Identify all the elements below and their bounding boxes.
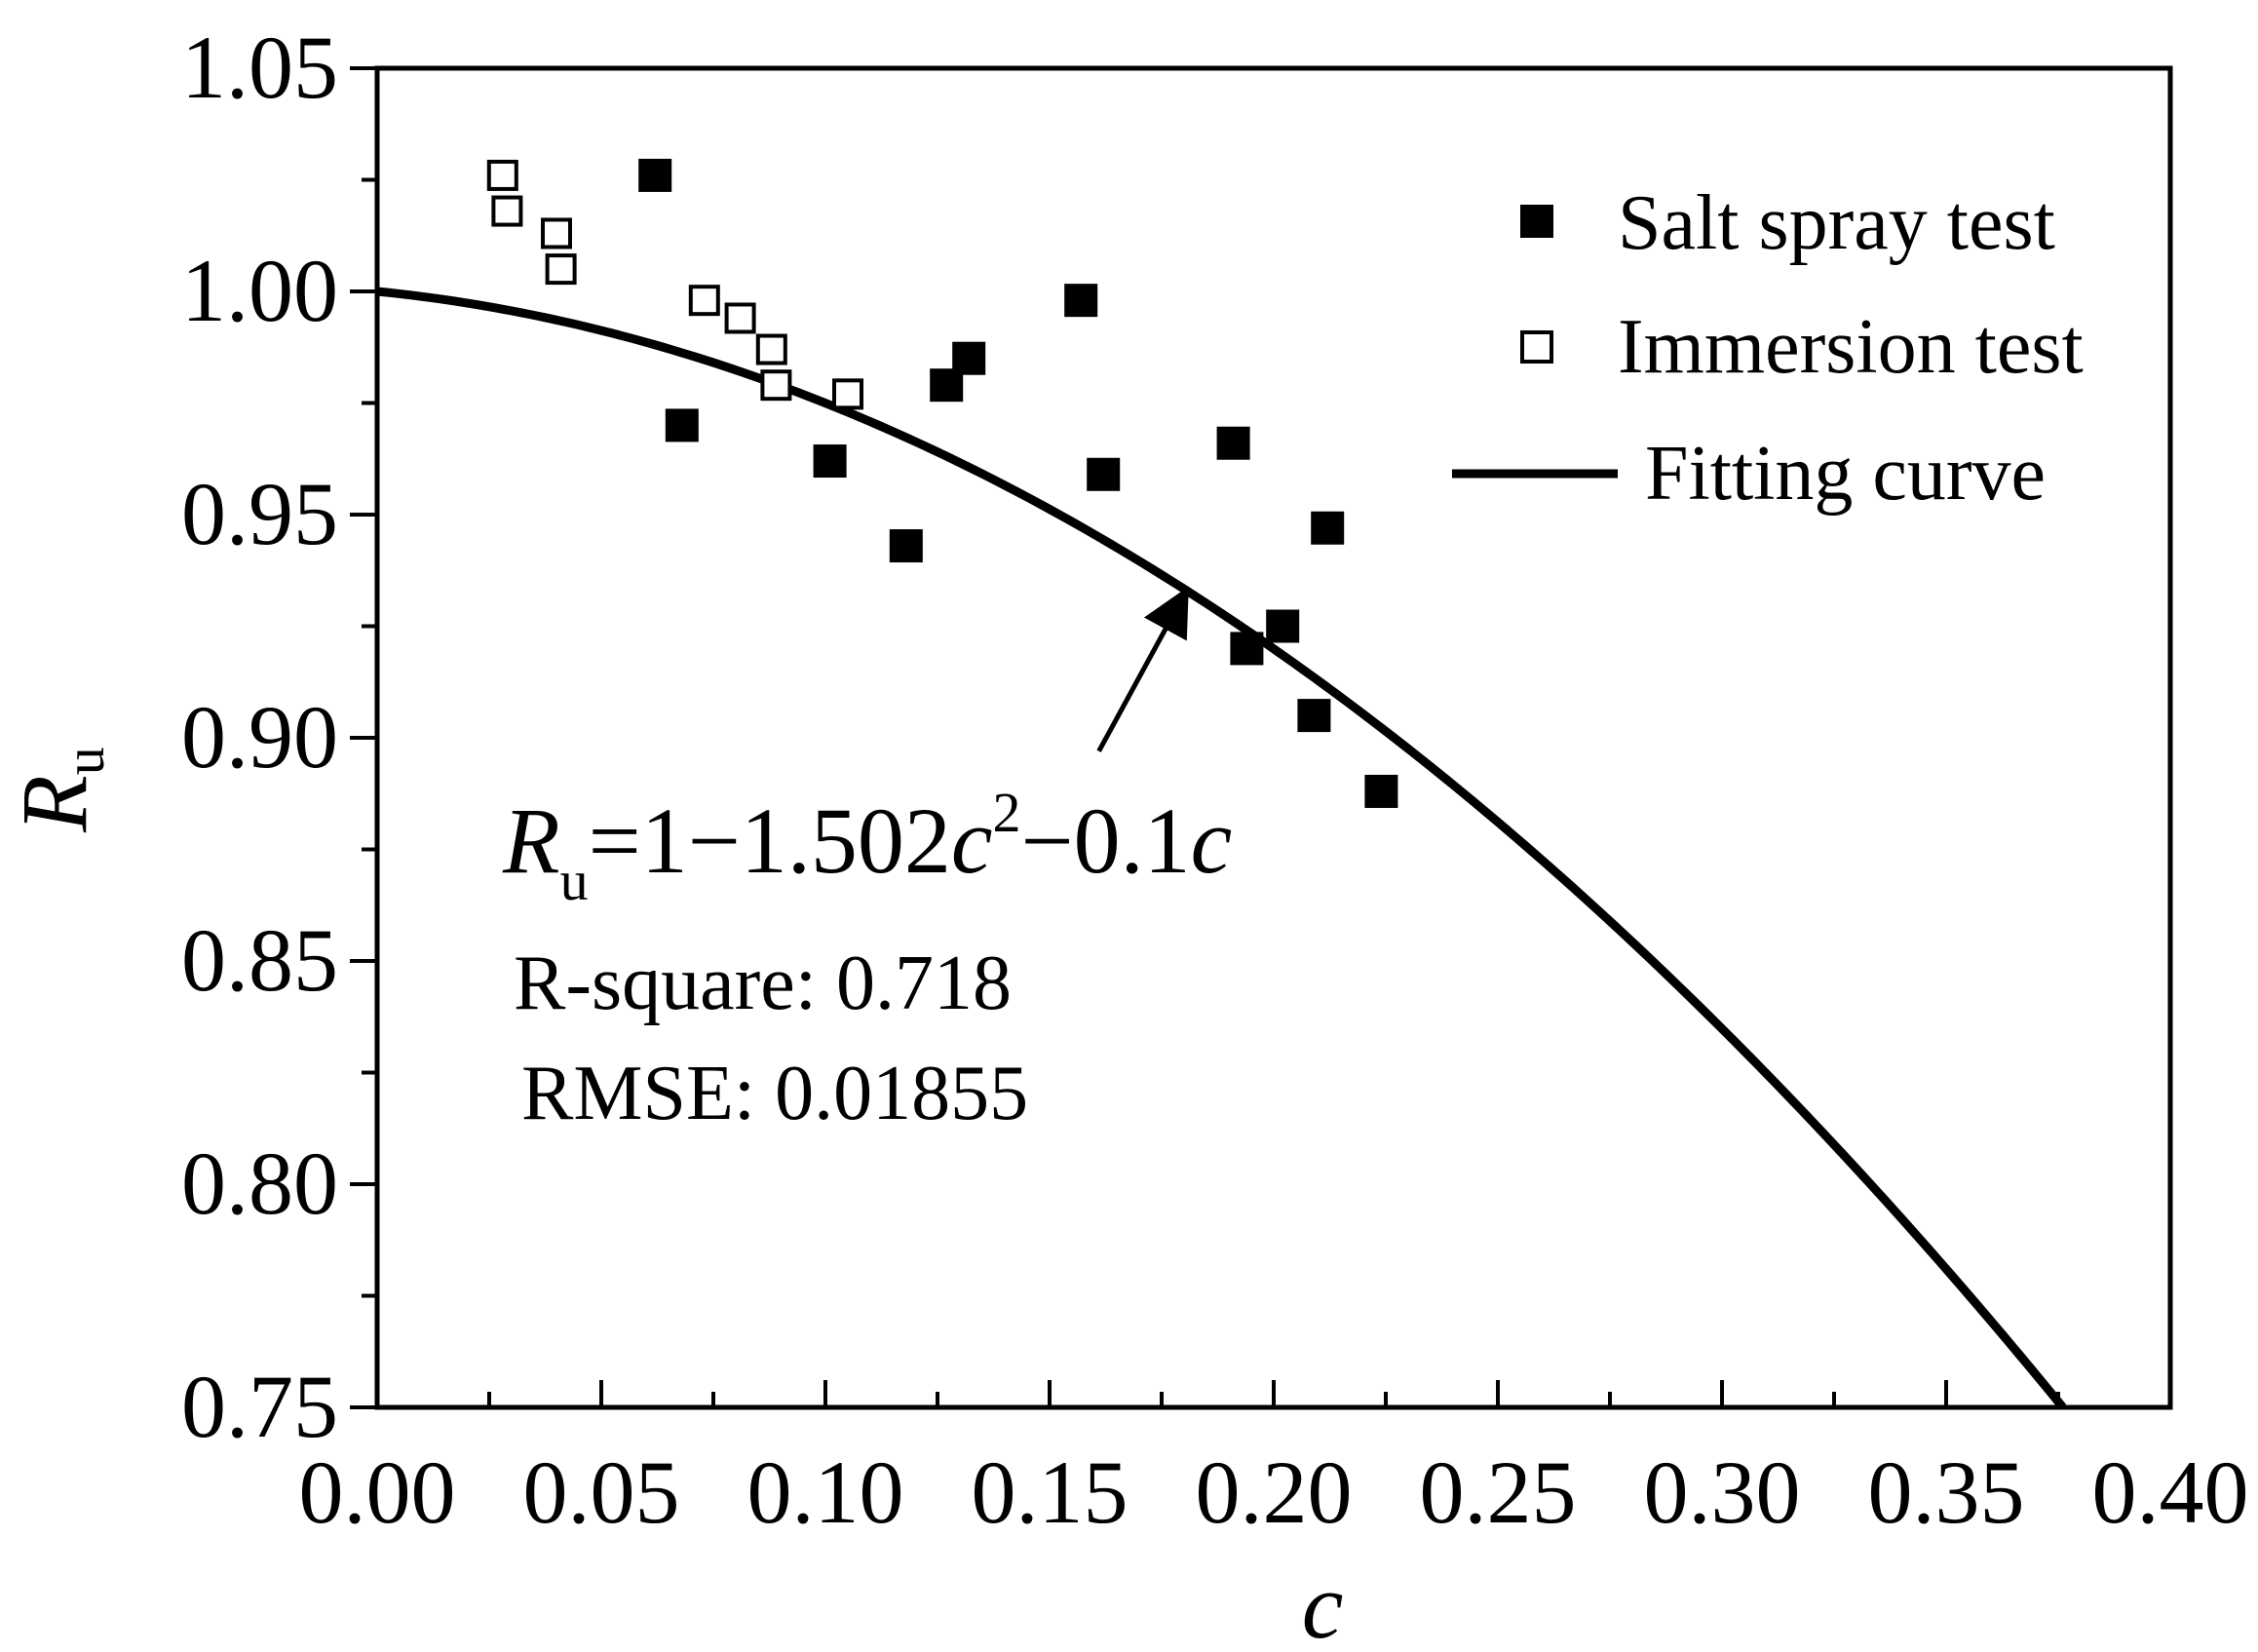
plot-area-frame bbox=[374, 65, 2173, 1410]
salt-spray-point bbox=[1311, 511, 1345, 545]
equation-var1: c bbox=[951, 788, 993, 893]
salt-spray-point bbox=[1266, 609, 1300, 643]
salt-spray-point bbox=[1087, 457, 1121, 491]
x-tick-label: 0.35 bbox=[1868, 1442, 2025, 1542]
salt-spray-point bbox=[1216, 426, 1250, 460]
legend-label-immersion: Immersion test bbox=[1618, 304, 2084, 390]
salt-spray-point bbox=[638, 158, 672, 192]
immersion-point bbox=[545, 253, 577, 286]
x-tick-label: 0.30 bbox=[1644, 1442, 1801, 1542]
equation-var2: c bbox=[1191, 788, 1233, 893]
y-axis-title: Ru bbox=[2, 747, 116, 833]
salt-spray-point bbox=[1364, 774, 1398, 808]
legend-marker-salt-spray bbox=[1520, 205, 1553, 238]
legend-label-salt-spray: Salt spray test bbox=[1618, 180, 2055, 266]
x-axis-title: c bbox=[1302, 1554, 1344, 1652]
immersion-point bbox=[491, 195, 523, 227]
x-tick-label: 0.40 bbox=[2092, 1442, 2249, 1542]
x-tick-label: 0.20 bbox=[1196, 1442, 1353, 1542]
y-tick-label: 0.80 bbox=[181, 1133, 338, 1233]
immersion-point bbox=[724, 302, 756, 334]
equation-lhs: R bbox=[502, 788, 560, 893]
r-square-annotation: R-square: 0.718 bbox=[514, 941, 1012, 1026]
immersion-point bbox=[832, 378, 863, 410]
equation-text2: −0.1 bbox=[1021, 788, 1191, 893]
salt-spray-point bbox=[1064, 284, 1098, 318]
salt-spray-point bbox=[889, 529, 923, 563]
salt-spray-point bbox=[1230, 632, 1264, 666]
y-tick-label: 0.95 bbox=[181, 464, 338, 563]
x-tick-label: 0.00 bbox=[299, 1442, 456, 1542]
y-axis-ticks: 0.75 0.80 0.85 0.90 0.95 1.00 1.05 bbox=[181, 18, 377, 1456]
x-tick-label: 0.25 bbox=[1420, 1442, 1577, 1542]
y-tick-label: 1.00 bbox=[181, 241, 338, 340]
svg-text:Ru: Ru bbox=[2, 747, 116, 833]
fitting-curve-line bbox=[376, 287, 2067, 1410]
salt-spray-point bbox=[813, 444, 847, 479]
immersion-point bbox=[486, 159, 518, 191]
immersion-point bbox=[760, 369, 792, 402]
y-tick-label: 0.85 bbox=[181, 910, 338, 1010]
svg-text:Ru=1−1.502c2−0.1c: Ru=1−1.502c2−0.1c bbox=[502, 781, 1232, 912]
salt-spray-point bbox=[665, 408, 699, 442]
equation-lhs-sub: u bbox=[560, 849, 589, 912]
data-points-layer bbox=[486, 158, 1398, 808]
y-axis-title-sub: u bbox=[53, 747, 116, 775]
salt-spray-point bbox=[952, 341, 986, 375]
x-axis-ticks: 0.00 0.05 0.10 0.15 0.20 0.25 0.30 0.35 0.40 bbox=[299, 1380, 2249, 1542]
immersion-point bbox=[541, 217, 572, 250]
x-tick-label: 0.05 bbox=[523, 1442, 680, 1542]
y-tick-label: 0.90 bbox=[181, 687, 338, 787]
y-tick-label: 1.05 bbox=[181, 18, 338, 117]
immersion-point bbox=[755, 333, 787, 365]
equation-text1: =1−1.502 bbox=[589, 788, 951, 893]
fitting-curve-layer bbox=[376, 287, 2067, 1410]
y-axis-title-main: R bbox=[2, 775, 106, 833]
legend-label-fitting: Fitting curve bbox=[1645, 431, 2046, 517]
annotation-arrow bbox=[1096, 586, 1189, 752]
rmse-annotation: RMSE: 0.01855 bbox=[521, 1051, 1028, 1136]
y-tick-label: 0.75 bbox=[181, 1357, 338, 1456]
salt-spray-point bbox=[1297, 699, 1331, 733]
legend: Salt spray test Immersion test Fitting c… bbox=[1452, 180, 2084, 517]
legend-marker-immersion bbox=[1520, 330, 1553, 364]
x-tick-label: 0.15 bbox=[972, 1442, 1129, 1542]
x-tick-label: 0.10 bbox=[747, 1442, 904, 1542]
immersion-point bbox=[688, 285, 720, 317]
equation-annotation: Ru=1−1.502c2−0.1c bbox=[502, 781, 1232, 912]
equation-sup: 2 bbox=[993, 781, 1021, 844]
